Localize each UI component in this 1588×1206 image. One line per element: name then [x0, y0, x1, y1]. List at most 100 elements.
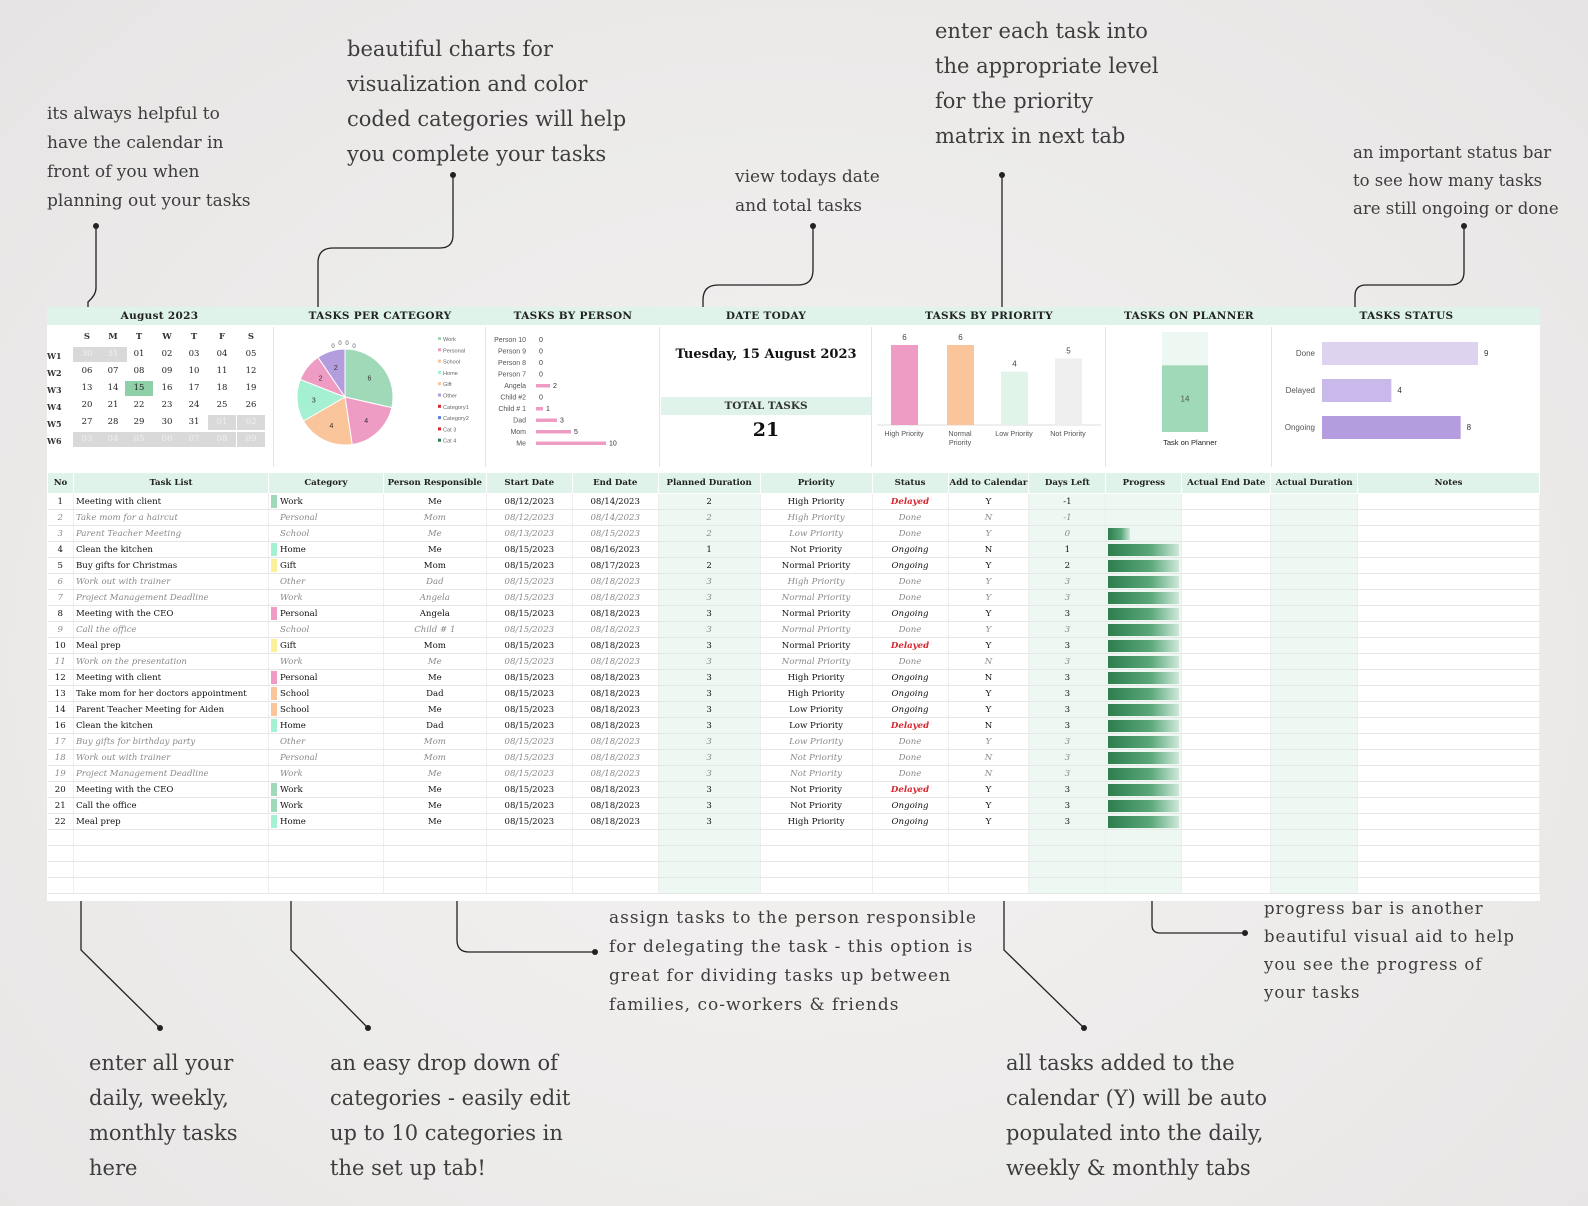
cell-add-to-calendar[interactable]: Y — [948, 797, 1030, 814]
empty-cell[interactable] — [760, 845, 873, 862]
empty-cell[interactable] — [73, 845, 269, 862]
cell-status[interactable]: Ongoing — [872, 605, 949, 622]
column-header[interactable]: End Date — [571, 472, 659, 494]
table-row[interactable]: 7 Project Management Deadline Work Angela 08… — [47, 589, 1540, 606]
calendar-day[interactable]: 05 — [245, 349, 257, 359]
cell-status[interactable]: Done — [872, 509, 949, 526]
empty-cell[interactable] — [47, 829, 74, 846]
empty-cell[interactable] — [47, 845, 74, 862]
cell-add-to-calendar[interactable]: Y — [948, 605, 1030, 622]
cell-actual-duration[interactable] — [1270, 573, 1359, 590]
cell-person[interactable]: Me — [383, 669, 487, 686]
calendar-day[interactable]: 09 — [237, 432, 265, 447]
empty-cell[interactable] — [1105, 877, 1183, 894]
calendar-day[interactable]: 22 — [133, 400, 145, 410]
calendar-day[interactable]: 19 — [245, 383, 257, 393]
table-row[interactable]: 21 Call the office Work Me 08/15/2023 08/18/2… — [47, 797, 1540, 814]
empty-cell[interactable] — [486, 877, 573, 894]
empty-cell[interactable] — [572, 845, 659, 862]
empty-table-row[interactable] — [47, 829, 1540, 846]
cell-status[interactable]: Done — [872, 733, 949, 750]
cell-priority[interactable]: High Priority — [760, 685, 873, 702]
cell-end-date[interactable]: 08/18/2023 — [572, 621, 659, 638]
empty-cell[interactable] — [1028, 861, 1107, 878]
cell-task[interactable]: Work out with trainer — [73, 573, 269, 590]
empty-table-row[interactable] — [47, 877, 1540, 894]
cell-notes[interactable] — [1357, 717, 1540, 734]
calendar-day[interactable]: 13 — [81, 383, 93, 393]
calendar-day[interactable]: 07 — [107, 366, 119, 376]
cell-end-date[interactable]: 08/18/2023 — [572, 733, 659, 750]
calendar-day[interactable]: 11 — [216, 366, 228, 376]
calendar-day[interactable]: 05 — [125, 432, 153, 447]
empty-cell[interactable] — [268, 845, 384, 862]
empty-cell[interactable] — [47, 861, 74, 878]
column-header[interactable]: Person Responsible — [382, 472, 487, 494]
cell-notes[interactable] — [1357, 557, 1540, 574]
cell-status[interactable]: Delayed — [872, 781, 949, 798]
cell-actual-end-date[interactable] — [1181, 573, 1272, 590]
empty-cell[interactable] — [658, 861, 761, 878]
calendar-day[interactable]: 01 — [208, 415, 236, 430]
cell-category[interactable]: Work — [268, 589, 384, 606]
cell-person[interactable]: Dad — [383, 717, 487, 734]
cell-end-date[interactable]: 08/18/2023 — [572, 669, 659, 686]
cell-end-date[interactable]: 08/18/2023 — [572, 781, 659, 798]
cell-add-to-calendar[interactable]: Y — [948, 637, 1030, 654]
cell-actual-duration[interactable] — [1270, 605, 1359, 622]
empty-cell[interactable] — [383, 861, 487, 878]
cell-end-date[interactable]: 08/18/2023 — [572, 589, 659, 606]
cell-notes[interactable] — [1357, 733, 1540, 750]
cell-status[interactable]: Done — [872, 621, 949, 638]
cell-task[interactable]: Clean the kitchen — [73, 541, 269, 558]
calendar-day[interactable]: 27 — [81, 417, 93, 427]
empty-cell[interactable] — [1181, 877, 1272, 894]
table-row[interactable]: 19 Project Management Deadline Work Me 08/15… — [47, 765, 1540, 782]
cell-notes[interactable] — [1357, 685, 1540, 702]
cell-start-date[interactable]: 08/15/2023 — [486, 589, 573, 606]
table-row[interactable]: 16 Clean the kitchen Home Dad 08/15/2023 08/1… — [47, 717, 1540, 734]
cell-actual-end-date[interactable] — [1181, 509, 1272, 526]
cell-task[interactable]: Meeting with client — [73, 669, 269, 686]
calendar-day[interactable]: 04 — [216, 349, 228, 359]
cell-add-to-calendar[interactable]: N — [948, 765, 1030, 782]
cell-priority[interactable]: Not Priority — [760, 749, 873, 766]
empty-cell[interactable] — [47, 877, 74, 894]
cell-start-date[interactable]: 08/15/2023 — [486, 605, 573, 622]
cell-notes[interactable] — [1357, 701, 1540, 718]
cell-start-date[interactable]: 08/15/2023 — [486, 765, 573, 782]
empty-cell[interactable] — [1028, 877, 1107, 894]
column-header[interactable]: Progress — [1105, 472, 1183, 494]
cell-priority[interactable]: Not Priority — [760, 541, 873, 558]
cell-category[interactable]: Personal — [268, 605, 384, 622]
cell-priority[interactable]: High Priority — [760, 573, 873, 590]
cell-actual-end-date[interactable] — [1181, 589, 1272, 606]
cell-actual-duration[interactable] — [1270, 813, 1359, 830]
empty-cell[interactable] — [760, 877, 873, 894]
cell-status[interactable]: Delayed — [872, 637, 949, 654]
cell-start-date[interactable]: 08/15/2023 — [486, 797, 573, 814]
empty-cell[interactable] — [1357, 829, 1540, 846]
cell-notes[interactable] — [1357, 509, 1540, 526]
cell-task[interactable]: Work out with trainer — [73, 749, 269, 766]
cell-end-date[interactable]: 08/15/2023 — [572, 525, 659, 542]
cell-end-date[interactable]: 08/18/2023 — [572, 813, 659, 830]
cell-add-to-calendar[interactable]: N — [948, 717, 1030, 734]
cell-start-date[interactable]: 08/15/2023 — [486, 733, 573, 750]
cell-category[interactable]: School — [268, 685, 384, 702]
column-header[interactable]: Priority — [759, 472, 873, 494]
calendar-day[interactable]: 04 — [99, 432, 127, 447]
cell-person[interactable]: Me — [383, 781, 487, 798]
empty-cell[interactable] — [658, 829, 761, 846]
empty-cell[interactable] — [73, 861, 269, 878]
cell-actual-duration[interactable] — [1270, 797, 1359, 814]
cell-person[interactable]: Me — [383, 525, 487, 542]
cell-person[interactable]: Me — [383, 701, 487, 718]
cell-person[interactable]: Angela — [383, 589, 487, 606]
cell-actual-end-date[interactable] — [1181, 765, 1272, 782]
cell-task[interactable]: Project Management Deadline — [73, 589, 269, 606]
cell-end-date[interactable]: 08/18/2023 — [572, 797, 659, 814]
empty-cell[interactable] — [486, 861, 573, 878]
cell-actual-end-date[interactable] — [1181, 525, 1272, 542]
table-row[interactable]: 20 Meeting with the CEO Work Me 08/15/2023 08… — [47, 781, 1540, 798]
